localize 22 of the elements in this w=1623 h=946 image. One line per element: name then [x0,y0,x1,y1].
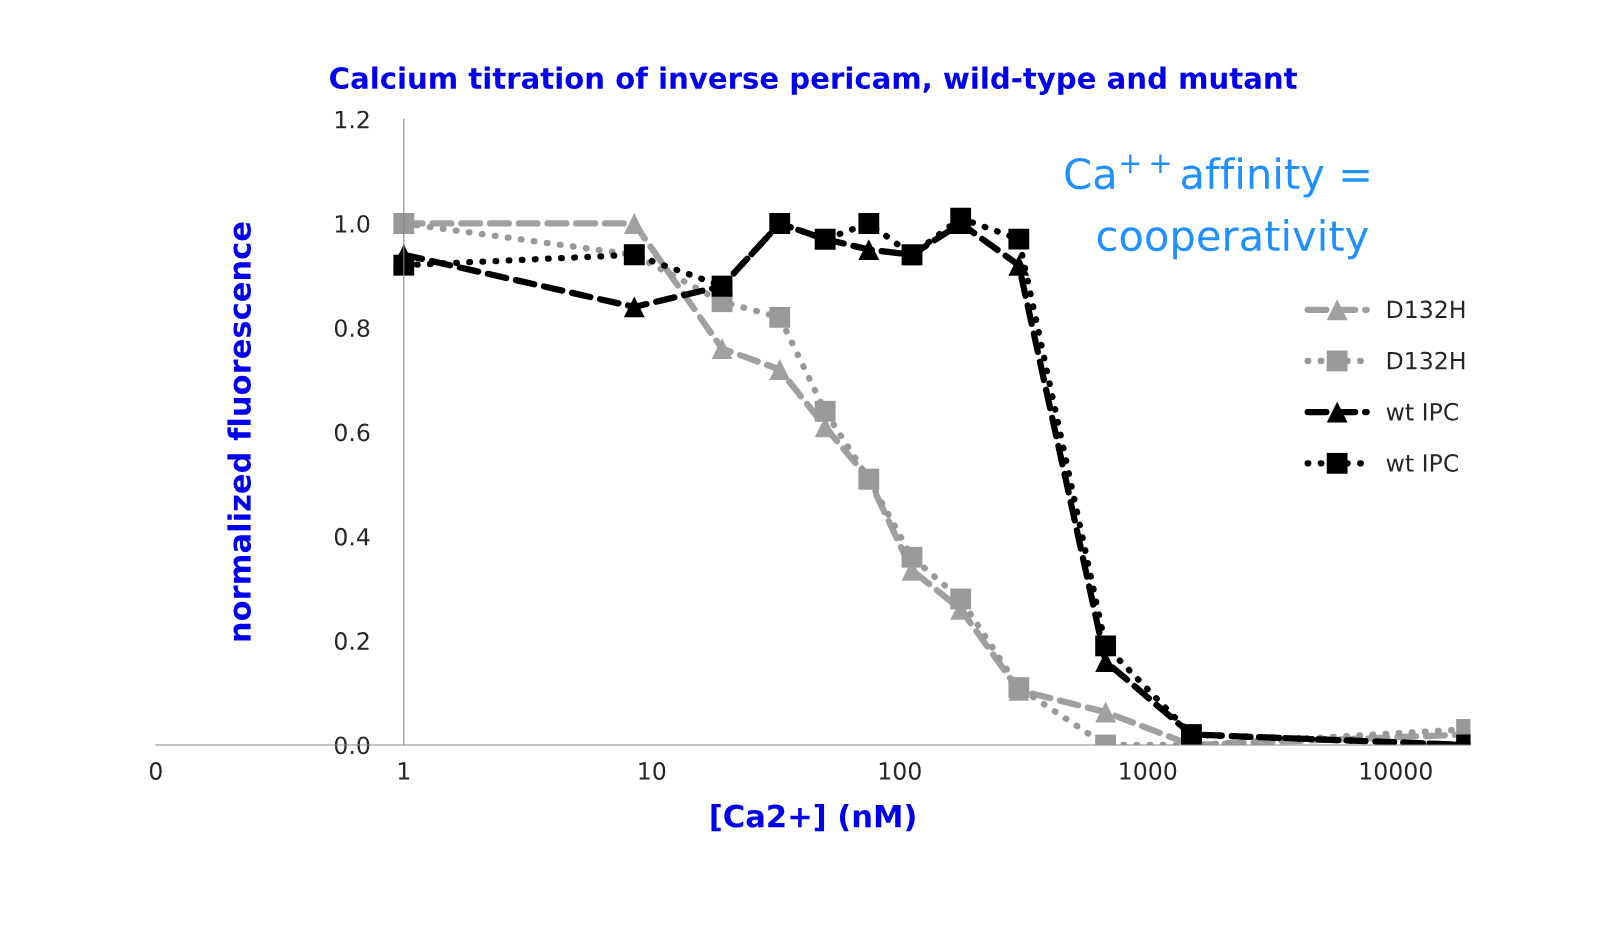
y-tick-label: 0.0 [334,736,370,755]
x-tick-label: 100 [879,762,921,780]
legend-label: D132H [1387,351,1465,370]
annotation: Ca$^{++}$affinity = [1065,154,1369,198]
x-tick-label: 10 [639,762,666,780]
y-tick-label: 0.8 [334,319,370,338]
x-tick-label: 0 [149,762,162,780]
legend-label: wt IPC [1386,402,1459,421]
y-tick-label: 1.2 [335,110,369,129]
chart-title: Calcium titration of inverse pericam, wild-type and mutant [330,66,1297,95]
y-tick-label: 1.0 [335,214,370,233]
y-tick-label: 0.2 [334,632,369,650]
y-axis-title: normalized fluorescence [227,222,252,641]
y-tick-label: 0.6 [334,423,370,442]
x-axis-title: [Ca2+] (nM) [711,803,915,832]
y-tick-label: 0.4 [334,527,370,546]
legend-label: D132H [1387,300,1465,319]
annotation: cooperativity [1097,219,1369,260]
x-tick-label: 10000 [1360,762,1432,780]
x-tick-label: 1000 [1120,762,1177,780]
x-tick-label: 1 [398,762,410,780]
legend-label: wt IPC [1386,454,1459,472]
